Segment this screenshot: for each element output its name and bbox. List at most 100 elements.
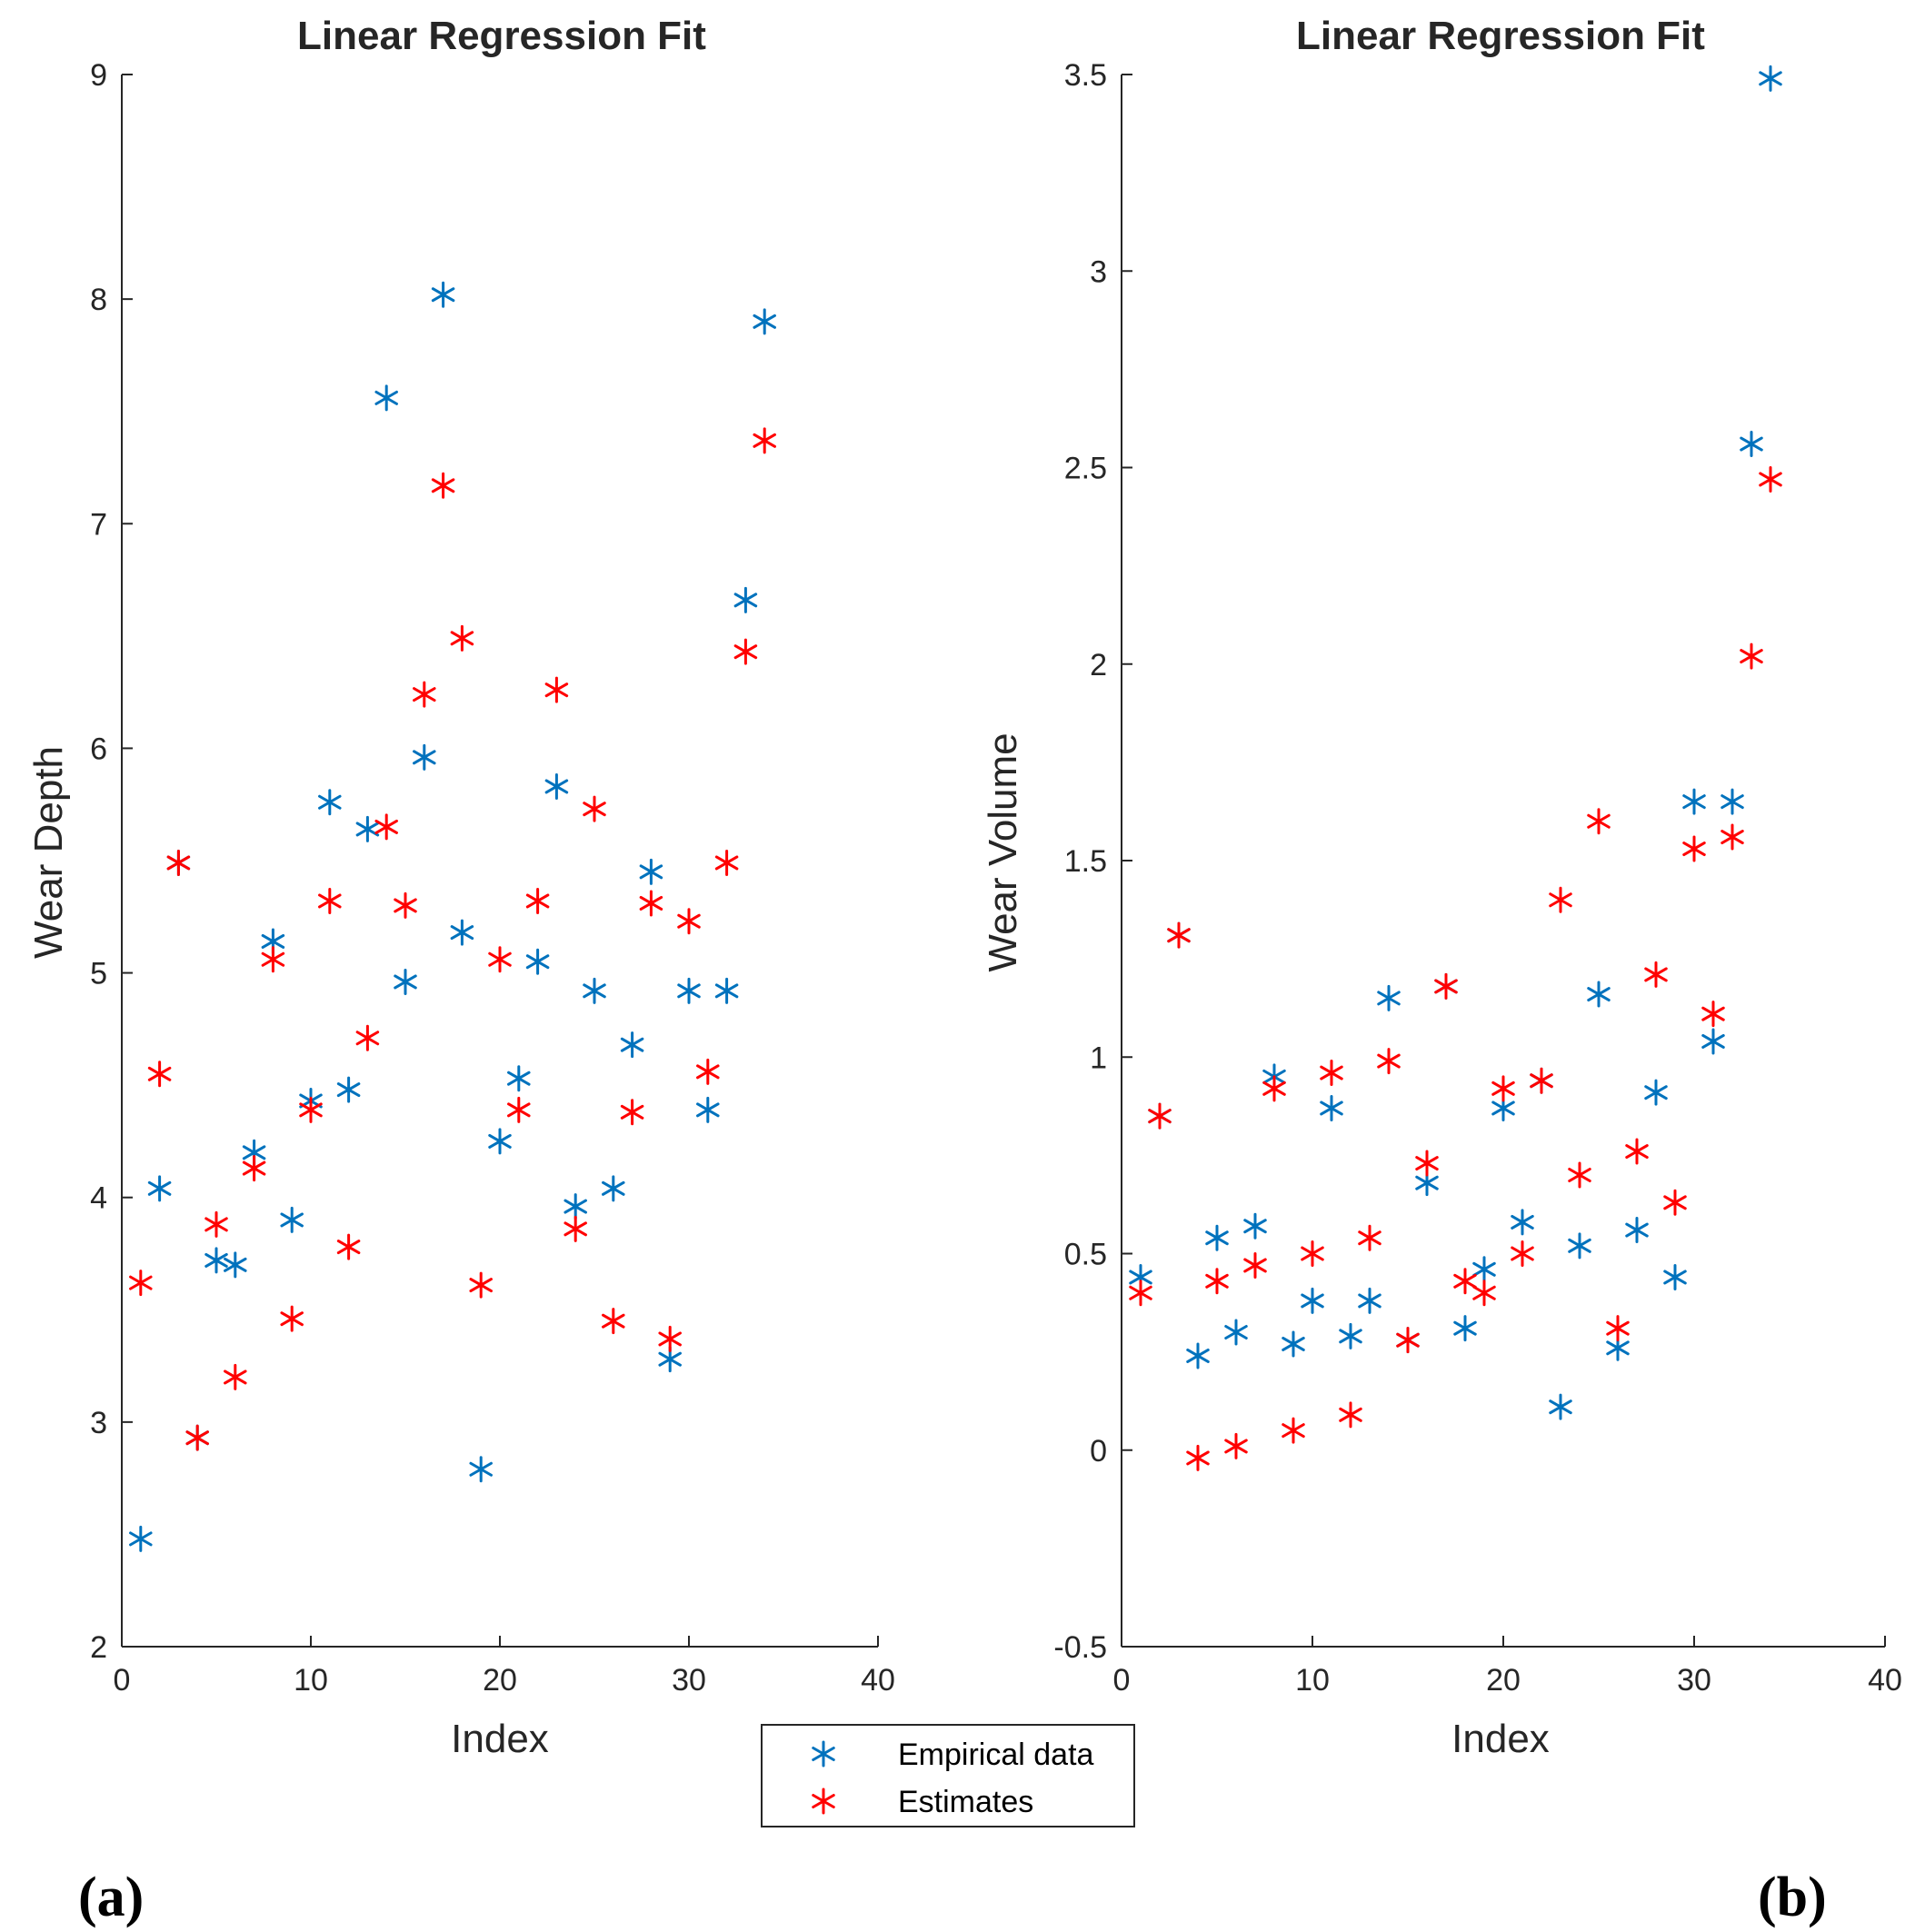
data-point-estimate [1186,1444,1210,1471]
data-point-estimate [147,1061,172,1088]
data-point-estimate [242,1155,266,1182]
data-point-estimate [1587,808,1611,835]
data-point-estimate [1511,1240,1534,1267]
data-point-estimate [602,1308,625,1335]
data-point-empirical [564,1193,587,1220]
data-point-empirical [280,1206,304,1233]
x-tick-label: 0 [114,1663,131,1698]
data-point-empirical [147,1175,172,1202]
data-point-estimate [488,946,512,973]
marker-group [1129,65,1782,1471]
y-tick-label: 3.5 [1064,58,1107,93]
y-tick-label: 7 [90,507,107,542]
data-point-empirical [602,1175,625,1202]
data-point-estimate [564,1215,587,1242]
y-tick-label: 5 [90,957,107,991]
data-point-empirical [1377,984,1401,1011]
y-tick-label: 0.5 [1064,1238,1107,1272]
data-point-empirical [1759,65,1782,92]
data-point-estimate [1377,1048,1401,1075]
data-point-empirical [1339,1322,1362,1349]
data-point-estimate [1472,1280,1496,1307]
data-point-empirical [394,968,417,995]
data-point-estimate [620,1099,644,1126]
data-point-estimate [1358,1224,1381,1251]
data-point-estimate [129,1270,153,1297]
data-point-empirical [544,772,569,800]
x-tick-label: 40 [1868,1663,1902,1698]
chart-title: Linear Regression Fit [1296,14,1705,58]
data-point-estimate [450,624,474,652]
tick-group: 0 10 20 30 40-0.500.511.522.533.5 [1053,58,1902,1698]
data-point-estimate [394,891,417,919]
data-point-estimate [714,849,739,876]
y-tick-label: 9 [90,58,107,93]
legend-label-estimates: Estimates [898,1785,1033,1819]
data-point-empirical [1549,1393,1572,1420]
y-tick-label: 8 [90,283,107,317]
x-axis-label: Index [451,1717,549,1761]
data-point-empirical [1511,1209,1534,1236]
data-point-empirical [413,743,436,771]
data-point-empirical [355,815,380,842]
data-point-estimate [336,1233,361,1260]
data-point-estimate [355,1024,380,1051]
data-point-estimate [1282,1417,1305,1444]
data-point-estimate [1148,1102,1172,1130]
data-point-estimate [753,427,776,454]
tick-group: 0 10 20 30 40 2 3 4 5 6 7 8 9 [90,58,895,1698]
data-point-estimate [733,638,758,665]
marker-group [129,281,776,1552]
data-point-estimate [1759,465,1782,493]
data-point-empirical [1740,431,1763,458]
data-point-empirical [620,1031,644,1059]
data-point-estimate [525,887,550,914]
data-point-estimate [544,676,569,703]
data-point-empirical [753,308,776,335]
y-axis-label: Wear Volume [981,732,1025,971]
data-point-estimate [1396,1327,1420,1354]
y-tick-label: 2.5 [1064,452,1107,486]
data-point-empirical [1453,1315,1477,1342]
data-point-empirical [1243,1212,1267,1240]
data-point-estimate [1167,921,1191,949]
data-point-estimate [1339,1401,1362,1429]
data-point-empirical [1186,1342,1210,1369]
data-point-empirical [204,1247,228,1274]
data-point-estimate [1549,886,1572,913]
y-tick-label: 3 [90,1406,107,1440]
data-point-empirical [1587,981,1611,1008]
data-point-empirical [525,948,550,975]
data-point-estimate [1243,1251,1267,1279]
data-point-estimate [318,887,342,914]
x-tick-label: 40 [861,1663,895,1698]
data-point-estimate [1721,823,1744,851]
y-tick-label: 3 [1090,254,1107,289]
y-tick-label: 1.5 [1064,844,1107,879]
data-point-estimate [1301,1240,1324,1267]
data-point-empirical [507,1065,531,1092]
y-tick-label: 2 [90,1630,107,1665]
data-point-estimate [1663,1189,1687,1216]
data-point-estimate [1682,835,1706,862]
data-point-estimate [1530,1067,1553,1094]
data-point-empirical [696,1096,720,1123]
data-point-empirical [1320,1094,1343,1121]
data-point-empirical [224,1251,247,1279]
data-point-empirical [1682,788,1706,815]
data-point-estimate [696,1058,720,1085]
data-point-estimate [583,795,606,822]
data-point-empirical [129,1525,153,1552]
x-axis-label: Index [1451,1717,1550,1761]
data-point-estimate [1320,1060,1343,1087]
data-point-empirical [677,977,701,1004]
data-point-estimate [1434,972,1458,1000]
data-point-estimate [639,890,663,917]
x-tick-label: 10 [294,1663,328,1698]
data-point-estimate [1644,961,1668,988]
data-point-empirical [1644,1079,1668,1106]
y-axis-label: Wear Depth [26,746,71,959]
data-point-empirical [1472,1256,1496,1283]
